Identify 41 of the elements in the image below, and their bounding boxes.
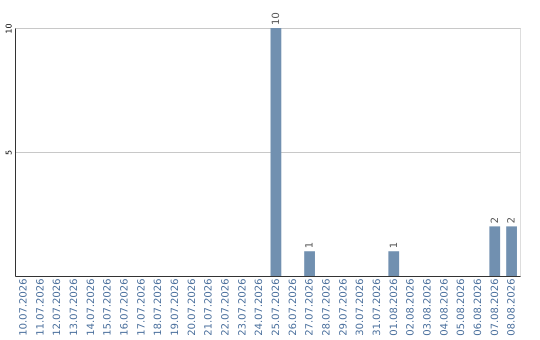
x-tick-label: 08.08.2026 bbox=[506, 278, 518, 336]
x-tick-label: 01.08.2026 bbox=[388, 278, 400, 336]
x-tick-label: 30.07.2026 bbox=[355, 278, 366, 336]
x-tick-label: 16.07.2026 bbox=[119, 278, 130, 336]
x-tick-label: 23.07.2026 bbox=[237, 278, 248, 336]
bar bbox=[489, 226, 500, 276]
x-tick-label: 18.07.2026 bbox=[153, 278, 164, 336]
x-tick-label: 04.08.2026 bbox=[439, 278, 450, 336]
x-tick-label: 06.08.2026 bbox=[472, 278, 484, 336]
x-tick-label: 29.07.2026 bbox=[338, 278, 350, 336]
x-tick-label: 24.07.2026 bbox=[254, 278, 266, 336]
x-tick-label: 22.07.2026 bbox=[220, 278, 232, 336]
data-label: 2 bbox=[490, 217, 501, 224]
x-tick-label: 07.08.2026 bbox=[490, 278, 501, 336]
x-tick-label: 05.08.2026 bbox=[456, 278, 468, 336]
x-tick-label: 03.08.2026 bbox=[422, 278, 434, 336]
bar bbox=[506, 226, 517, 276]
x-tick-label: 25.07.2026 bbox=[270, 278, 282, 336]
data-label: 1 bbox=[304, 242, 316, 248]
x-tick-label: 10.07.2026 bbox=[18, 278, 30, 336]
x-tick-label: 12.07.2026 bbox=[52, 278, 64, 336]
bar bbox=[270, 28, 282, 276]
x-tick-label: 11.07.2026 bbox=[35, 278, 46, 336]
x-tick-label: 13.07.2026 bbox=[68, 278, 80, 336]
bar bbox=[388, 251, 400, 276]
y-tick-label: 5 bbox=[4, 150, 14, 156]
data-label: 10 bbox=[270, 12, 282, 25]
x-tick-label: 26.07.2026 bbox=[288, 278, 299, 336]
x-tick-label: 17.07.2026 bbox=[136, 278, 148, 336]
bar bbox=[304, 251, 315, 276]
x-tick-label: 02.08.2026 bbox=[406, 278, 417, 336]
x-tick-label: 14.07.2026 bbox=[86, 278, 97, 336]
x-tick-label: 21.07.2026 bbox=[204, 278, 215, 336]
x-tick-label: 27.07.2026 bbox=[304, 278, 316, 336]
x-tick-label: 28.07.2026 bbox=[321, 278, 332, 336]
x-tick-label: 20.07.2026 bbox=[186, 278, 198, 336]
x-tick-label: 19.07.2026 bbox=[170, 278, 181, 336]
x-tick-label: 31.07.2026 bbox=[372, 278, 383, 336]
data-label: 1 bbox=[388, 242, 400, 248]
data-label: 2 bbox=[506, 217, 518, 224]
x-tick-label: 15.07.2026 bbox=[102, 278, 114, 336]
